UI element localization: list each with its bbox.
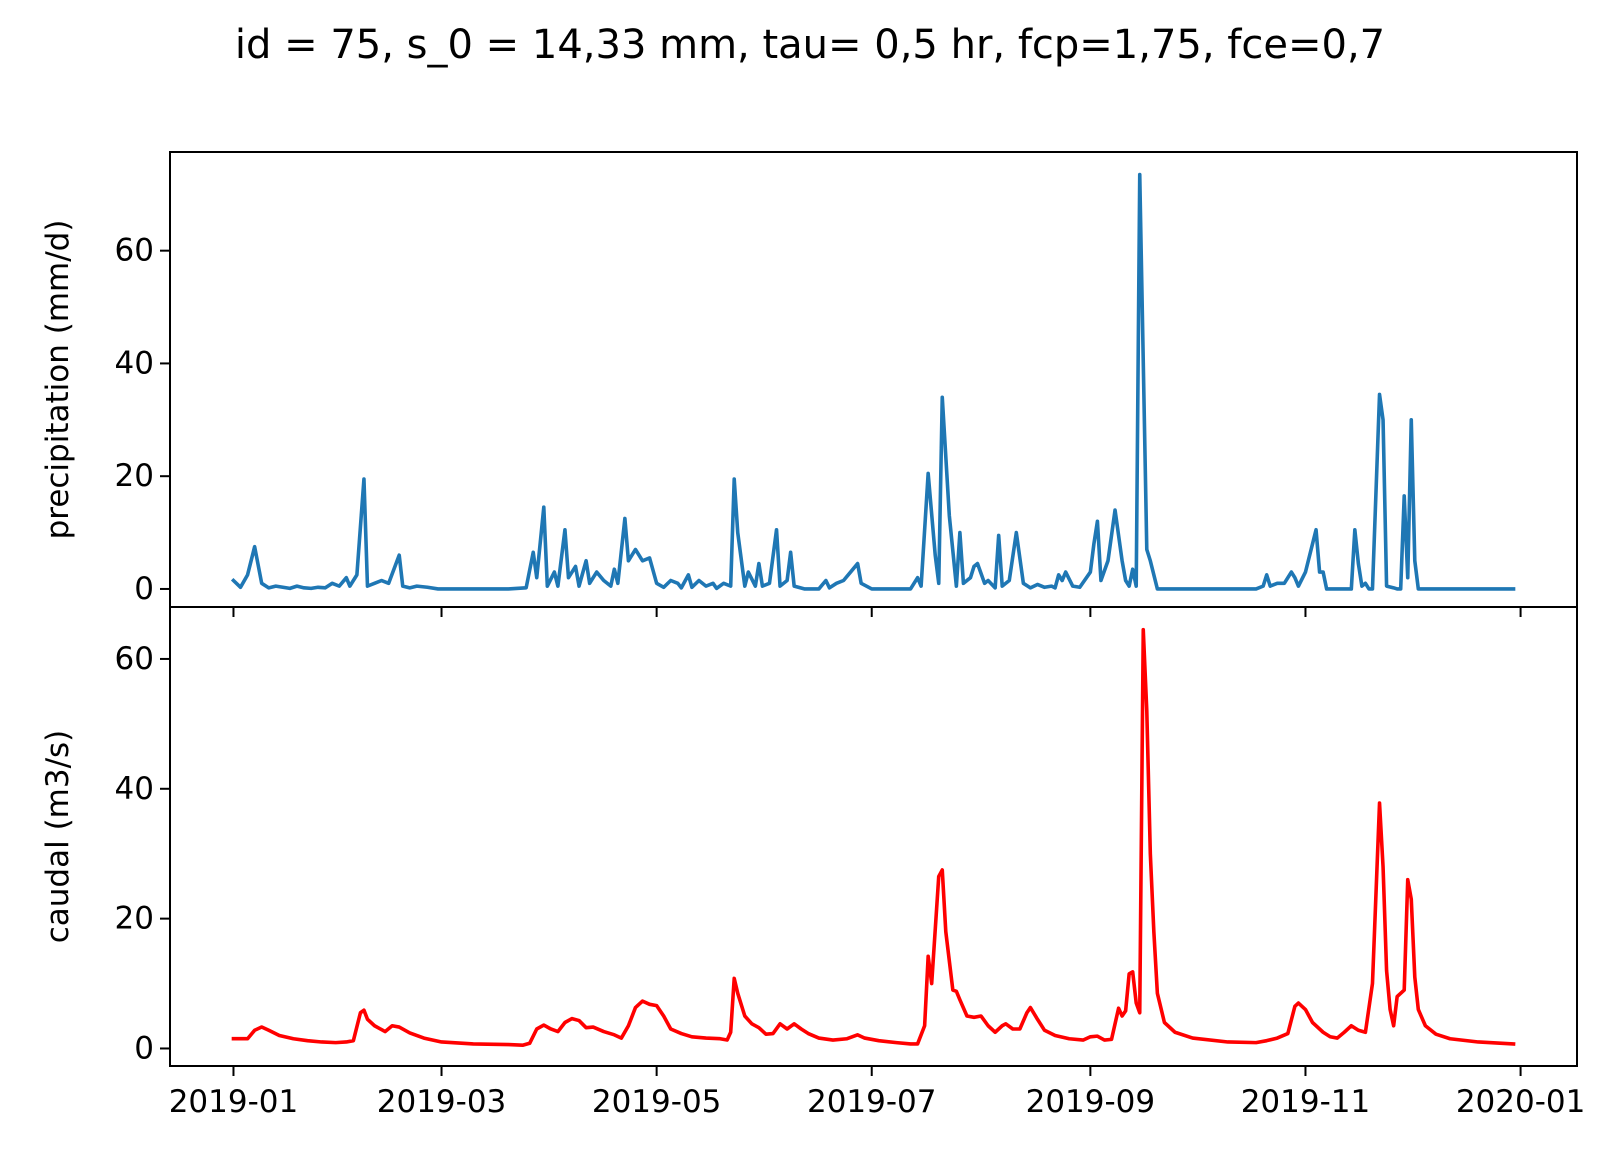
figure-title: id = 75, s_0 = 14,33 mm, tau= 0,5 hr, fc…	[234, 22, 1386, 68]
x-tick-label: 2019-05	[592, 1084, 722, 1120]
x-tick-label: 2019-11	[1241, 1084, 1371, 1120]
x-tick-label: 2020-01	[1456, 1084, 1586, 1120]
y-tick-label: 40	[115, 345, 154, 381]
y-tick-label: 20	[115, 458, 154, 494]
series-line-2-1	[231, 627, 1516, 1048]
y-tick-label: 60	[115, 233, 154, 269]
x-tick-label: 2019-01	[169, 1084, 299, 1120]
axes-frame-1	[169, 151, 1578, 608]
x-tick-label: 2019-03	[377, 1084, 507, 1120]
chart-panel-2: 0 20 40 60 2019-01 2019-03 2019-05 2019-07 2019-…	[40, 606, 1586, 1120]
x-tick-label: 2019-07	[807, 1084, 937, 1120]
y-tick-label: 60	[115, 641, 154, 677]
y-tick-label: 0	[134, 1030, 154, 1066]
chart-panel-1: 0 20 40 60 precipitation (mm/d)	[40, 151, 1578, 617]
axes-frame-2	[169, 606, 1578, 1067]
x-tick-label: 2019-09	[1026, 1084, 1156, 1120]
y-tick-label: 40	[115, 771, 154, 807]
series-line-1-1	[230, 172, 1516, 591]
y-axis-label: precipitation (mm/d)	[40, 220, 76, 540]
y-axis-label: caudal (m3/s)	[40, 730, 76, 944]
y-tick-label: 0	[134, 571, 154, 607]
y-tick-label: 20	[115, 901, 154, 937]
